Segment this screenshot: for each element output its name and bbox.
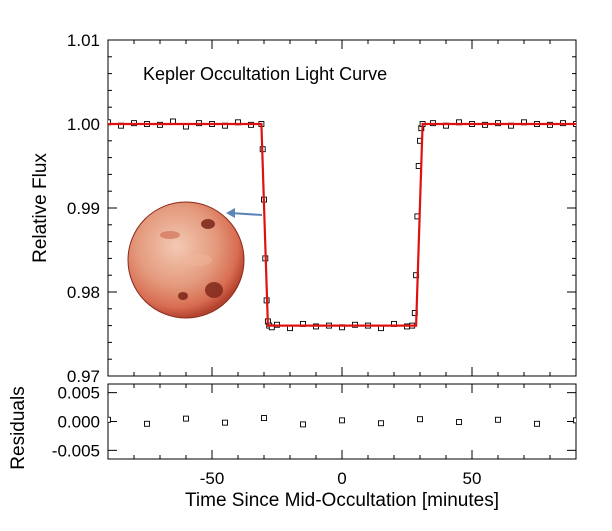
residual-point <box>534 420 540 427</box>
light-curve-panel: 0.97 0.98 0.99 1.00 1.01 Relative Flux Keple… <box>30 31 577 386</box>
top-y-tick-label: 1.01 <box>67 31 100 50</box>
x-tick-label: -50 <box>200 469 225 488</box>
residual-point <box>222 419 228 426</box>
x-axis-title: Time Since Mid-Occultation [minutes] <box>185 490 499 511</box>
x-tick-label: 0 <box>337 469 346 488</box>
bottom-y-tick-labels: -0.005 0.000 0.005 <box>52 384 100 461</box>
residual-points <box>108 415 576 428</box>
bottom-y-tick-label: -0.005 <box>52 441 100 460</box>
residual-point <box>456 419 462 426</box>
top-y-axis-title: Relative Flux <box>30 153 51 263</box>
residual-point <box>108 416 111 423</box>
top-y-tick-label: 0.98 <box>67 283 100 302</box>
data-point <box>108 119 111 126</box>
bottom-y-tick-label: 0.005 <box>57 384 100 403</box>
bottom-axis-ticks <box>108 384 576 459</box>
top-y-tick-labels: 0.97 0.98 0.99 1.00 1.01 <box>67 31 100 386</box>
residual-point <box>300 421 306 428</box>
residual-point <box>417 416 423 423</box>
chart-title: Kepler Occultation Light Curve <box>143 64 387 84</box>
x-tick-label: 50 <box>463 469 482 488</box>
residual-point <box>261 415 267 421</box>
residual-point <box>378 420 384 427</box>
residual-point <box>495 416 501 423</box>
residual-point <box>144 420 150 427</box>
top-y-tick-label: 0.99 <box>67 199 100 218</box>
top-y-tick-label: 0.97 <box>67 367 100 386</box>
x-tick-labels: -50 0 50 <box>200 469 482 488</box>
arrow-left-icon <box>226 208 263 218</box>
residuals-panel: -0.005 0.000 0.005 -50 0 50 Residuals Time S… <box>8 383 577 511</box>
planet-illustration-icon <box>127 201 245 319</box>
top-y-tick-label: 1.00 <box>67 115 100 134</box>
residual-point <box>339 417 345 424</box>
bottom-y-axis-title: Residuals <box>8 386 29 469</box>
top-axis-ticks <box>108 39 576 377</box>
residual-point <box>183 415 189 422</box>
model-line <box>108 122 576 327</box>
residual-point <box>573 417 576 424</box>
bottom-y-tick-label: 0.000 <box>57 413 100 432</box>
